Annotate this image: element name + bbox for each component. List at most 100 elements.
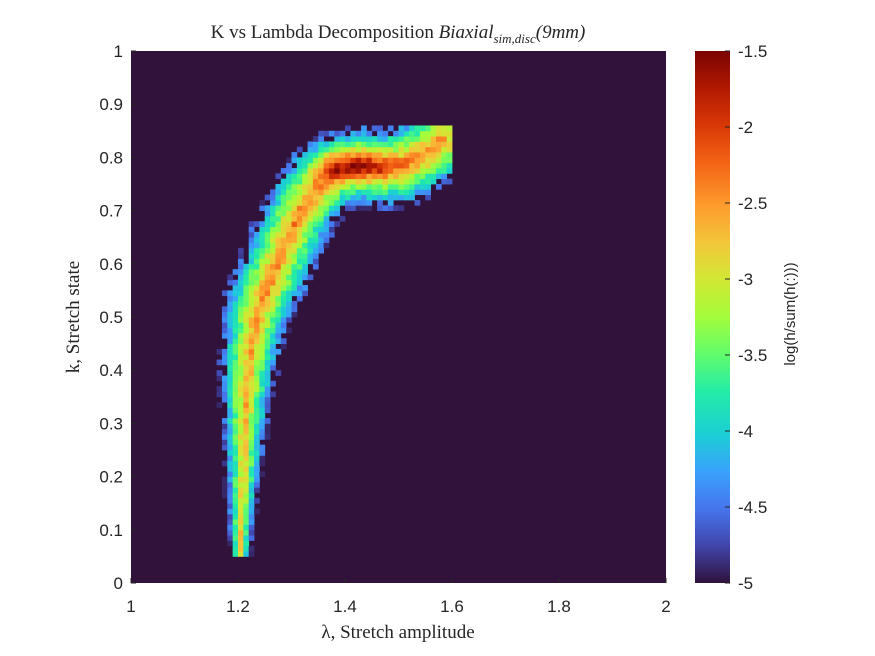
heatmap-cell	[275, 258, 282, 265]
heatmap-cell	[243, 444, 250, 451]
heatmap-cell	[221, 487, 228, 493]
heatmap-cell	[275, 221, 282, 227]
heatmap-cell	[248, 529, 255, 536]
heatmap-cell	[425, 184, 431, 190]
heatmap-cell	[254, 332, 260, 339]
heatmap-cell	[286, 178, 292, 185]
heatmap-cell	[291, 178, 298, 185]
heatmap-cell	[355, 168, 362, 174]
heatmap-cell	[248, 497, 255, 504]
heatmap-cell	[307, 184, 314, 190]
heatmap-cell	[328, 189, 335, 196]
heatmap-cell	[232, 476, 239, 483]
heatmap-cell	[259, 247, 266, 254]
heatmap-cell	[275, 295, 282, 302]
heatmap-cell	[254, 343, 260, 350]
heatmap-cell	[318, 130, 324, 137]
heatmap-cell	[232, 455, 239, 462]
heatmap-cell	[254, 439, 260, 446]
heatmap-cell	[441, 146, 448, 153]
heatmap-cell	[307, 242, 314, 249]
heatmap-cell	[387, 152, 394, 158]
heatmap-cell	[286, 295, 292, 302]
heatmap-cell	[254, 380, 260, 387]
heatmap-cell	[264, 396, 271, 403]
heatmap-cell	[302, 157, 308, 164]
heatmap-cell	[221, 444, 228, 451]
heatmap-cell	[414, 162, 421, 169]
heatmap-cell	[312, 141, 319, 148]
heatmap-cell	[232, 450, 239, 456]
heatmap-cell	[377, 173, 383, 180]
heatmap-cell	[312, 226, 319, 233]
heatmap-cell	[307, 210, 314, 217]
heatmap-cell	[232, 439, 239, 446]
heatmap-cell	[446, 130, 453, 137]
heatmap-cell	[232, 551, 239, 557]
heatmap-cell	[280, 242, 287, 249]
heatmap-cell	[296, 205, 303, 211]
heatmap-cell	[323, 231, 330, 238]
heatmap-cell	[254, 455, 260, 462]
heatmap-cell	[243, 370, 250, 376]
heatmap-cell	[339, 215, 346, 222]
heatmap-cell	[323, 162, 330, 169]
heatmap-cell	[270, 221, 276, 227]
heatmap-cell	[259, 226, 266, 233]
heatmap-cell	[248, 439, 255, 446]
title-subscript: sim,disc	[494, 31, 536, 46]
heatmap-cell	[339, 178, 346, 185]
heatmap-cell	[259, 258, 266, 265]
heatmap-cell	[270, 242, 276, 249]
heatmap-cell	[366, 162, 373, 169]
heatmap-cell	[238, 535, 244, 541]
heatmap-cell	[419, 136, 426, 142]
heatmap-cell	[243, 407, 250, 414]
heatmap-cell	[377, 146, 383, 153]
heatmap-cell	[414, 157, 421, 164]
y-tick-label: 0.6	[99, 255, 123, 274]
heatmap-cell	[425, 173, 431, 180]
heatmap-cell	[238, 412, 244, 419]
heatmap-cell	[248, 311, 255, 318]
heatmap-cell	[446, 168, 453, 174]
heatmap-cell	[232, 519, 239, 525]
heatmap-cell	[259, 455, 266, 462]
heatmap-cell	[403, 189, 410, 196]
heatmap-cell	[270, 210, 276, 217]
heatmap-cell	[409, 157, 415, 164]
heatmap-cell	[248, 492, 255, 499]
heatmap-cell	[280, 338, 287, 344]
heatmap-cell	[248, 370, 255, 376]
heatmap-cell	[302, 152, 308, 158]
heatmap-cell	[243, 524, 250, 531]
heatmap-cell	[355, 205, 362, 211]
heatmap-cell	[366, 152, 373, 158]
heatmap-cell	[232, 380, 239, 387]
heatmap-cell	[291, 253, 298, 259]
heatmap-cell	[286, 162, 292, 169]
heatmap-cell	[248, 545, 255, 552]
heatmap-cell	[232, 418, 239, 424]
heatmap-cell	[446, 162, 453, 169]
heatmap-cell	[414, 168, 421, 174]
heatmap-cell	[409, 130, 415, 137]
heatmap-cell	[280, 205, 287, 211]
heatmap-cell	[291, 269, 298, 275]
heatmap-cell	[419, 146, 426, 153]
heatmap-cell	[243, 412, 250, 419]
heatmap-cell	[248, 285, 255, 291]
heatmap-cell	[425, 125, 431, 132]
heatmap-cell	[248, 471, 255, 477]
heatmap-cell	[334, 173, 341, 180]
heatmap-cell	[248, 221, 255, 227]
heatmap-cell	[243, 460, 250, 467]
heatmap-cell	[232, 497, 239, 504]
heatmap-cell	[264, 354, 271, 360]
heatmap-cell	[243, 354, 250, 360]
heatmap-cell	[286, 184, 292, 190]
heatmap-cell	[270, 226, 276, 233]
heatmap-cell	[254, 497, 260, 504]
heatmap-cell	[264, 295, 271, 302]
heatmap-cell	[361, 141, 367, 148]
